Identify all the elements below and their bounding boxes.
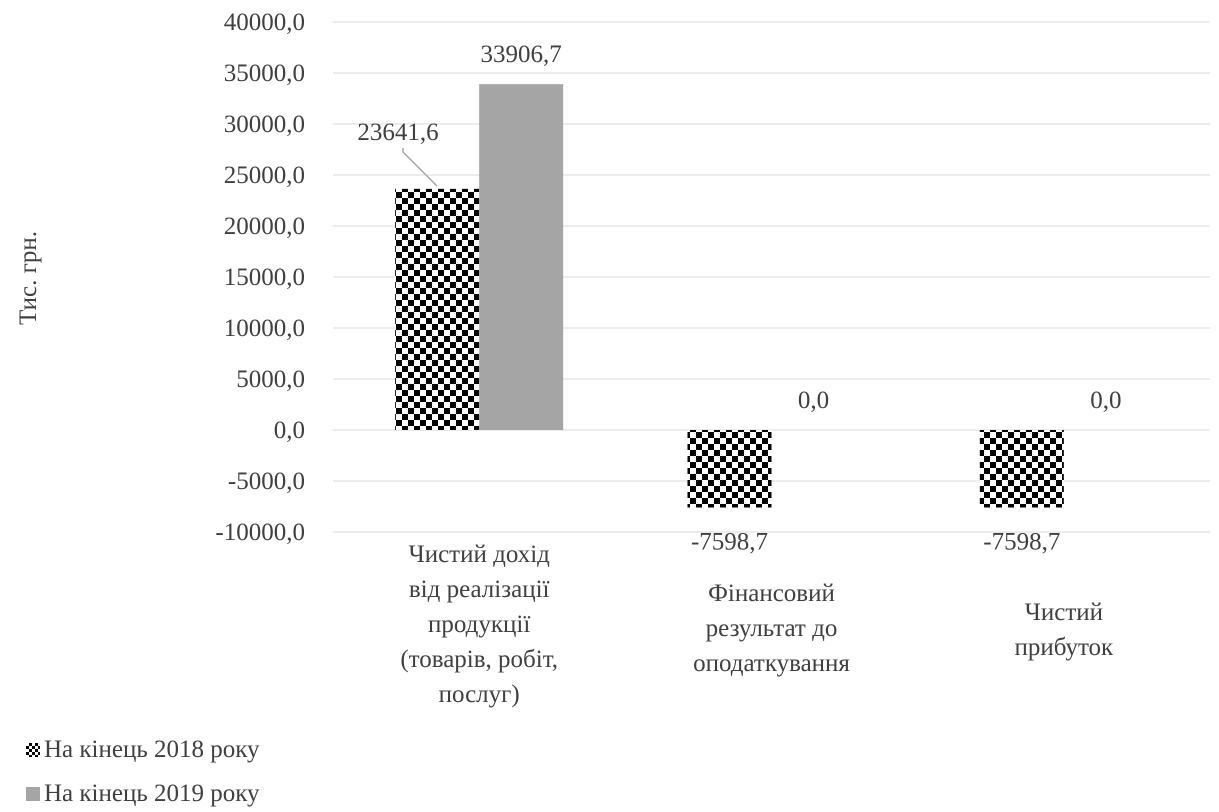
category-label: Чистий дохід від реалізації продукції (това… xyxy=(400,541,558,708)
category-label-line: оподаткування xyxy=(693,650,850,677)
category-labels: Чистий дохід від реалізації продукції (това… xyxy=(400,541,1114,708)
bars xyxy=(395,84,1064,508)
y-tick-label: 25000,0 xyxy=(224,162,305,189)
y-tick-label: 15000,0 xyxy=(224,264,305,291)
y-tick-label: 20000,0 xyxy=(224,213,305,240)
y-tick-label: 10000,0 xyxy=(224,315,305,342)
data-labels: 23641,6 33906,7 -7598,7 0,0 -7598,7 0,0 xyxy=(357,41,1121,555)
category-label: Фінансовий результат до оподаткування xyxy=(693,580,850,677)
legend-label-2019: На кінець 2019 року xyxy=(44,780,260,807)
data-label: 33906,7 xyxy=(481,41,562,68)
y-axis-label: Тис. грн. xyxy=(15,231,42,325)
category-label-line: від реалізації xyxy=(409,576,550,603)
category-label-line: послуг) xyxy=(439,681,520,708)
y-tick-label: 0,0 xyxy=(274,417,305,444)
y-tick-label: 40000,0 xyxy=(224,9,305,36)
bar xyxy=(395,188,480,430)
data-label: 23641,6 xyxy=(357,119,438,146)
category-label-line: Чистий дохід xyxy=(408,541,550,568)
y-tick-label: 5000,0 xyxy=(236,366,305,393)
y-tick-label: -5000,0 xyxy=(228,468,305,495)
data-label: 0,0 xyxy=(798,387,829,414)
y-tick-label: 30000,0 xyxy=(224,111,305,138)
bar xyxy=(479,84,564,430)
category-label-line: продукції xyxy=(428,611,530,638)
category-label-line: результат до xyxy=(706,615,838,642)
data-label: -7598,7 xyxy=(983,529,1060,556)
legend-item-2019: На кінець 2019 року xyxy=(26,778,260,810)
category-label-line: Чистий xyxy=(1025,599,1103,626)
legend-swatch-checker xyxy=(26,743,40,757)
legend-swatch-solid xyxy=(26,787,40,801)
y-tick-label: -10000,0 xyxy=(215,519,305,546)
category-label-line: Фінансовий xyxy=(708,580,835,607)
legend-item-2018: На кінець 2018 року xyxy=(26,734,260,766)
bar xyxy=(979,430,1064,508)
data-label: -7598,7 xyxy=(691,529,768,556)
category-label: Чистий прибуток xyxy=(1014,599,1114,661)
legend-label-2018: На кінець 2018 року xyxy=(44,736,260,763)
bar xyxy=(687,430,772,508)
category-label-line: прибуток xyxy=(1014,634,1114,661)
category-label-line: (товарів, робіт, xyxy=(400,646,558,673)
y-tick-label: 35000,0 xyxy=(224,60,305,87)
y-axis-ticks: 40000,0 35000,0 30000,0 25000,0 20000,0 15000… xyxy=(215,9,305,546)
leader-line xyxy=(402,148,438,187)
data-label: 0,0 xyxy=(1090,387,1121,414)
